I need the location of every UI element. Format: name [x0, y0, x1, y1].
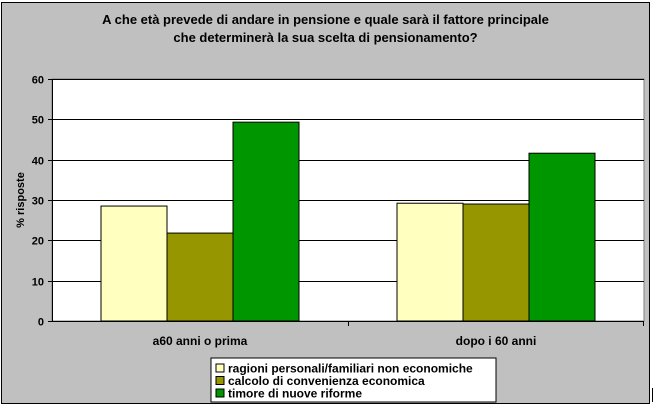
y-tick-label-20: 20 [32, 236, 44, 248]
edge-mark [652, 388, 653, 402]
bar-1-1 [462, 203, 530, 322]
y-tick-label-30: 30 [32, 196, 44, 208]
bar-0-0 [100, 205, 168, 322]
y-tick-label-40: 40 [32, 156, 44, 168]
x-tick-label-0: a60 anni o prima [153, 334, 248, 348]
legend-swatch-2 [215, 388, 225, 398]
legend-swatch-1 [215, 376, 225, 385]
y-axis-label: % risposte [15, 172, 27, 228]
chart-title-line-1: A che età prevede di andare in pensione … [102, 12, 549, 27]
y-tick-label-50: 50 [32, 115, 44, 127]
y-tick-label-10: 10 [32, 277, 44, 289]
y-tick-label-60: 60 [32, 75, 44, 87]
chart-title-line-2: che determinerà la sua scelta di pension… [173, 30, 478, 45]
bar-0-1 [166, 232, 234, 322]
y-tick-label-0: 0 [38, 317, 44, 329]
chart-figure: A che età prevede di andare in pensione … [1, 2, 650, 404]
bar-0-2 [232, 121, 300, 322]
bar-1-0 [396, 202, 464, 322]
legend-label-2: timore di nuove riforme [228, 387, 362, 401]
legend-label-0: ragioni personali/familiari non economic… [228, 362, 473, 376]
x-tick-label-1: dopo i 60 anni [456, 334, 537, 348]
legend-swatch-0 [215, 363, 225, 373]
chart-svg: 0 10 20 30 40 50 60 % risposte a60 anni o prima d… [15, 75, 645, 403]
bar-1-2 [528, 152, 596, 322]
legend-box [210, 357, 497, 403]
legend-label-1: calcolo di convenienza economica [228, 374, 425, 388]
